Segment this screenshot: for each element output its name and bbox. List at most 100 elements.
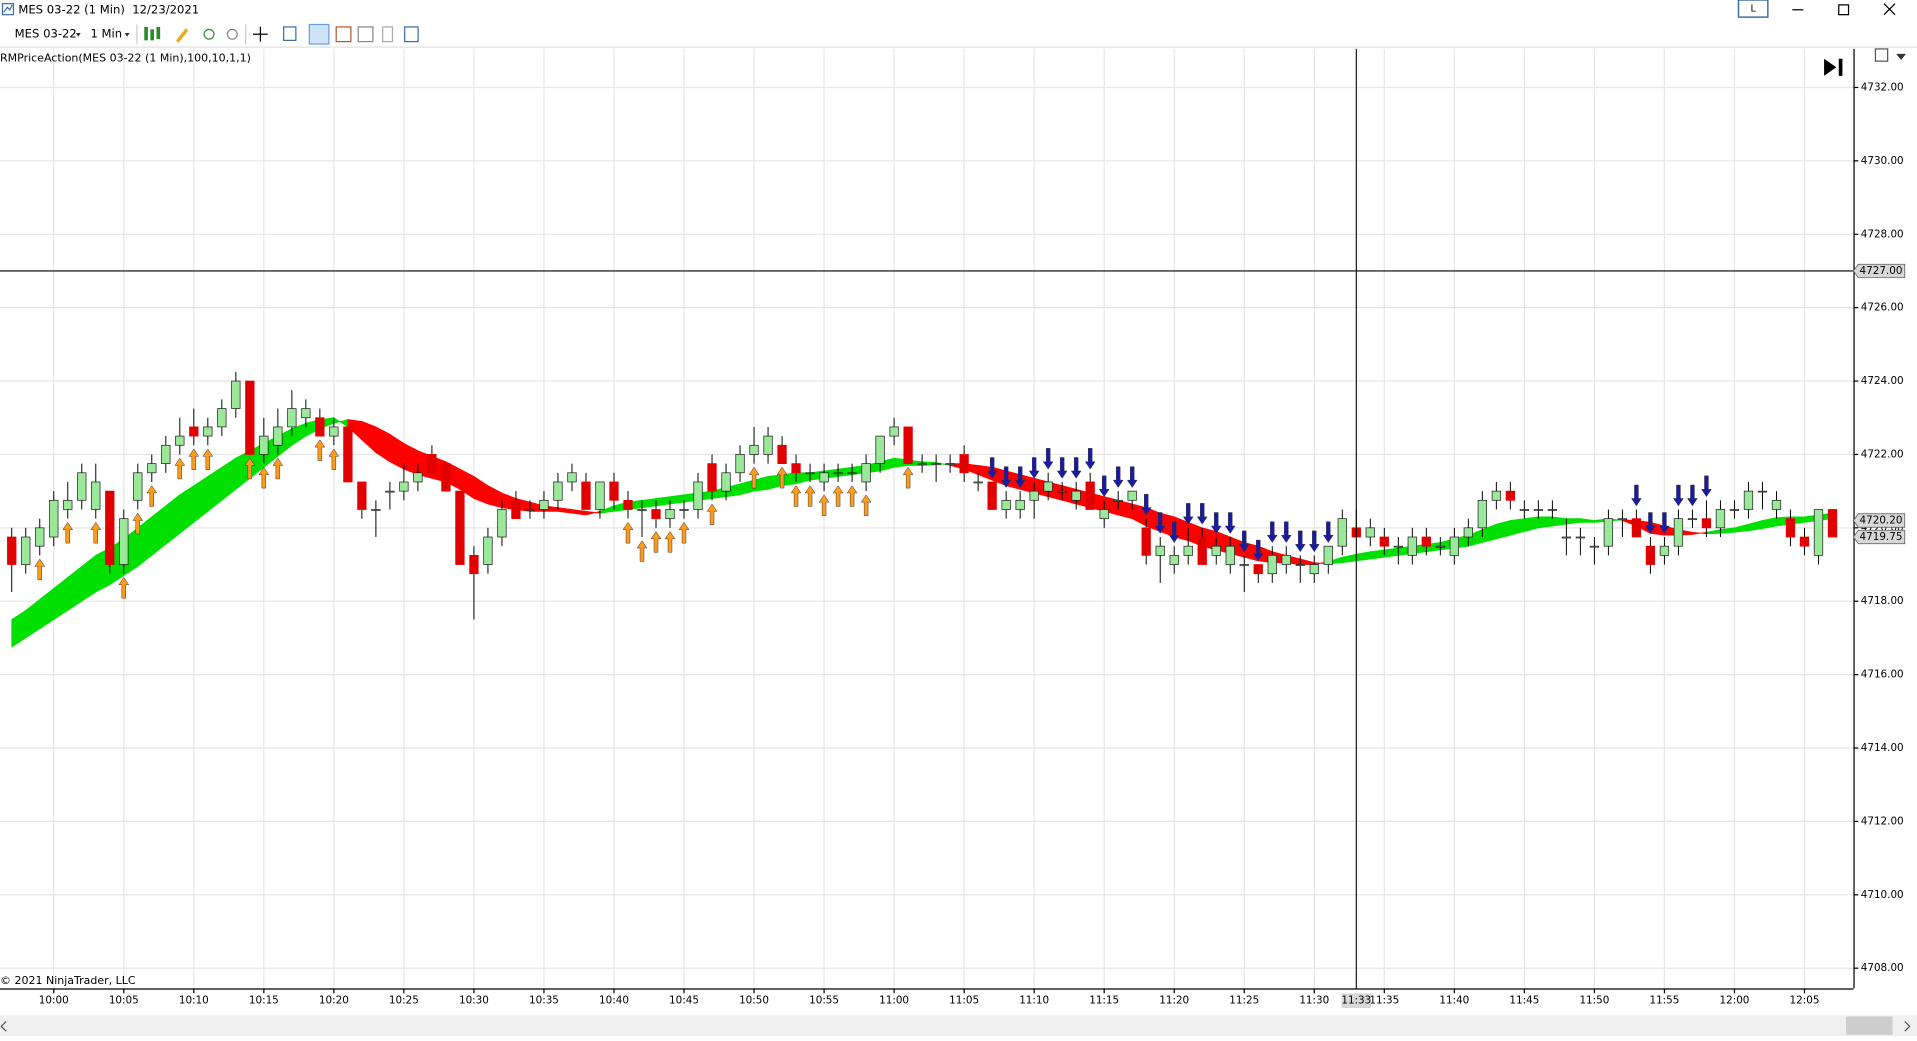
signal-arrow-down <box>1322 521 1334 543</box>
candle-body <box>931 463 941 465</box>
candle-body <box>959 454 969 474</box>
candle-body <box>861 463 871 483</box>
templates-button[interactable] <box>335 26 352 43</box>
y-tick-label: 4716.00 <box>1861 669 1904 681</box>
y-tick-label: 4730.00 <box>1861 155 1904 167</box>
instrument-selector[interactable]: MES 03-22 <box>15 27 77 41</box>
ribbon-segment <box>641 498 657 509</box>
candle-body <box>273 426 283 446</box>
signal-arrow-up <box>818 494 830 516</box>
signal-arrow-down <box>1182 503 1194 525</box>
interval-dropdown[interactable] <box>124 33 130 37</box>
signal-arrow-up <box>272 457 284 480</box>
plot-area <box>0 48 1854 989</box>
candle-body <box>385 490 395 493</box>
candle-body <box>1715 509 1726 529</box>
candle-body <box>1239 564 1249 566</box>
properties-button[interactable] <box>382 26 394 43</box>
candle-body <box>1267 554 1277 575</box>
panel-dropdown[interactable] <box>1896 53 1906 60</box>
interval-selector[interactable]: 1 Min <box>90 27 122 41</box>
ribbon-segment <box>669 494 685 505</box>
candle-body <box>203 426 213 437</box>
candle-body <box>889 426 899 437</box>
candle-body <box>1603 518 1614 547</box>
candle-body <box>735 454 745 474</box>
chart-trader-button[interactable] <box>404 26 419 43</box>
y-tick-label: 4712.00 <box>1861 815 1904 827</box>
candle-body <box>77 472 87 501</box>
candle-body <box>427 454 437 474</box>
x-tick-label: 10:00 <box>39 995 69 1007</box>
signal-arrow-down <box>1154 512 1166 534</box>
crosshair-y-label: 4727.00 <box>1860 265 1903 277</box>
scroll-right[interactable] <box>1904 1020 1911 1032</box>
snapshot-button[interactable] <box>357 26 374 43</box>
candle-body <box>1729 509 1740 511</box>
candle-body <box>623 499 633 510</box>
candle-body <box>1309 564 1319 575</box>
candle-body <box>833 472 843 475</box>
candle-body <box>1589 545 1600 548</box>
x-tick-label: 10:15 <box>249 995 279 1007</box>
ribbon-segment <box>1552 516 1567 527</box>
candle-body <box>581 481 591 510</box>
candle-body <box>1491 490 1502 501</box>
x-tick-label: 12:05 <box>1790 995 1820 1007</box>
candle-body <box>1743 490 1754 510</box>
x-tick-label: 11:20 <box>1159 995 1189 1007</box>
signal-arrow-up <box>804 485 816 507</box>
candle-body <box>189 426 199 437</box>
candle-body <box>1099 509 1109 520</box>
restore-button[interactable] <box>1838 4 1850 16</box>
close-button[interactable] <box>1883 3 1896 16</box>
candle-body <box>1295 564 1305 566</box>
candle-body <box>399 481 409 492</box>
panel-menu-button[interactable] <box>1874 48 1889 62</box>
crosshair-button[interactable] <box>253 26 268 42</box>
ribbon-segment <box>1369 549 1385 560</box>
candle-body <box>553 481 563 501</box>
y-tick-label: 4708.00 <box>1861 962 1904 974</box>
candle-body <box>945 463 955 465</box>
x-tick-label: 11:35 <box>1369 995 1399 1007</box>
candle-body <box>49 499 59 538</box>
candle-body <box>595 481 605 510</box>
x-tick-label: 11:45 <box>1509 995 1539 1007</box>
candle-body <box>1407 536 1417 556</box>
candle-body <box>1197 536 1207 565</box>
scrollbar-thumb[interactable] <box>1846 1016 1893 1035</box>
candle-body <box>483 536 493 565</box>
zoom-button[interactable] <box>283 26 297 41</box>
go-to-end-button[interactable] <box>1824 58 1843 76</box>
scrollbar-track[interactable] <box>0 1015 1917 1037</box>
x-tick-label: 10:40 <box>599 995 629 1007</box>
x-tick-label: 11:55 <box>1649 995 1679 1007</box>
candle-body <box>301 408 311 419</box>
signal-arrow-up <box>678 521 690 544</box>
candle-body <box>1071 490 1081 501</box>
drawing-tool-button[interactable] <box>176 28 189 43</box>
candle-body <box>1225 545 1235 565</box>
ribbon-segment <box>1117 499 1133 520</box>
data-box-button[interactable] <box>308 23 330 45</box>
chart-style-button[interactable] <box>144 26 161 41</box>
add-indicator-button[interactable] <box>203 28 215 40</box>
link-button[interactable] <box>1737 0 1769 18</box>
candle-body <box>1155 545 1165 556</box>
x-tick-label: 10:50 <box>739 995 769 1007</box>
candle-body <box>63 499 73 510</box>
scroll-left[interactable] <box>0 1020 7 1032</box>
crosshair-y-box <box>1852 263 1906 279</box>
candle-body <box>329 426 339 437</box>
signal-arrow-down <box>1252 539 1264 562</box>
candle-body <box>805 472 815 475</box>
instrument-dropdown[interactable] <box>75 33 81 37</box>
y-tick-label: 4732.00 <box>1861 81 1904 93</box>
candle-body <box>231 380 241 409</box>
candle-body <box>455 490 465 565</box>
candle-body <box>847 472 857 475</box>
candle-body <box>1645 545 1656 565</box>
strategy-button[interactable] <box>226 28 238 40</box>
candle-body <box>749 444 759 455</box>
